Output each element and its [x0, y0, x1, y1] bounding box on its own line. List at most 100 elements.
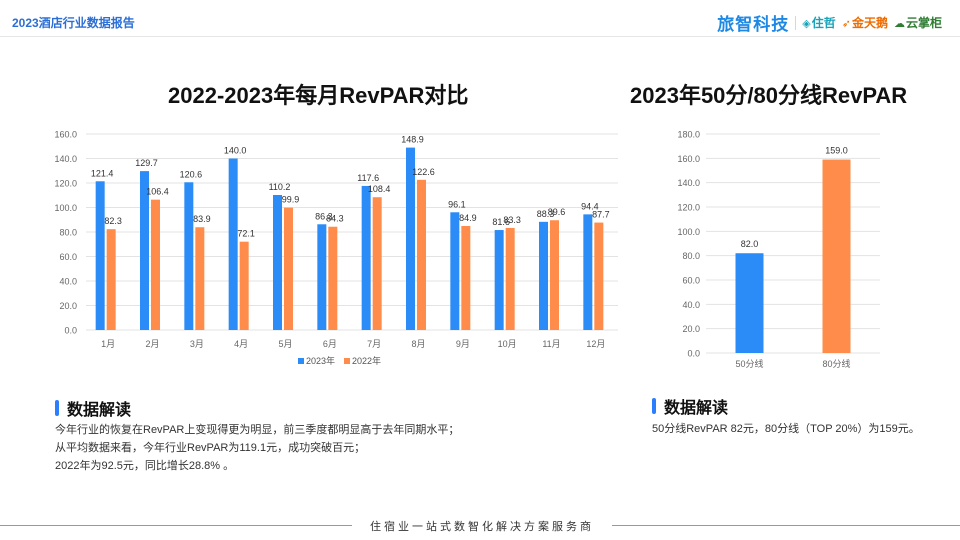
x-tick-label: 9月: [456, 339, 470, 349]
y-tick-label: 140.0: [677, 178, 700, 188]
brand-yunzhanggui-label: 云掌柜: [905, 16, 942, 30]
bar-2022: [328, 226, 338, 330]
y-tick-label: 80.0: [59, 228, 77, 238]
bar-2023: [184, 182, 194, 330]
left-interpretation-text: 今年行业的恢复在RevPAR上变现得更为明显，前三季度都明显高于去年同期水平； …: [55, 421, 459, 475]
x-tick-label: 10月: [498, 339, 517, 349]
x-tick-label: 80分线: [822, 358, 850, 369]
data-label-2022: 84.9: [459, 213, 477, 223]
cloud-logo-icon: ☁: [893, 18, 905, 30]
legend-label-2023: 2023年: [306, 355, 335, 366]
bar-2023: [583, 214, 593, 330]
bar-2022: [106, 229, 116, 330]
data-label-2023: 81.6: [492, 217, 510, 227]
x-tick-label: 6月: [323, 339, 337, 349]
data-label-2022: 108.4: [368, 184, 391, 194]
y-tick-label: 160.0: [54, 130, 77, 140]
data-label-2023: 110.2: [269, 182, 291, 192]
left-interpretation-heading: 数据解读: [55, 396, 131, 420]
x-tick-label: 4月: [234, 339, 248, 349]
bar-2022: [239, 241, 249, 330]
brand-lvzhi: 旅智科技: [717, 15, 790, 34]
legend-swatch-2023: [298, 358, 304, 364]
brand-jintiane-label: 金天鹅: [851, 16, 888, 30]
data-label-2023: 148.9: [401, 135, 424, 145]
bar-2023: [317, 224, 327, 330]
footer-rule-right: [612, 525, 960, 526]
brand-zhuzhe: ◈住哲: [802, 14, 835, 31]
report-title: 2023酒店行业数据报告: [12, 16, 135, 30]
legend-swatch-2022: [344, 358, 350, 364]
data-label-2023: 129.7: [135, 158, 158, 168]
bar-2023: [140, 171, 149, 330]
data-label-2022: 99.9: [282, 195, 300, 205]
bar-2022: [372, 197, 382, 330]
bar-80-line: [822, 159, 851, 353]
y-tick-label: 140.0: [54, 154, 77, 164]
right-interpretation-heading: 数据解读: [652, 394, 728, 418]
header-divider: [0, 36, 960, 37]
y-tick-label: 80.0: [682, 251, 700, 261]
heading-accent-bar: [652, 398, 656, 414]
y-tick-label: 180.0: [677, 130, 700, 140]
right-interpretation-text: 50分线RevPAR 82元，80分线（TOP 20%）为159元。: [652, 420, 920, 438]
y-tick-label: 120.0: [54, 179, 77, 189]
brand-divider: [795, 15, 797, 30]
y-tick-label: 160.0: [677, 154, 700, 164]
x-tick-label: 12月: [586, 339, 605, 349]
bar-2022: [505, 227, 515, 330]
data-label-2023: 121.4: [91, 168, 114, 178]
swan-logo-icon: ➶: [841, 18, 851, 30]
x-tick-label: 1月: [101, 339, 115, 349]
x-tick-label: 7月: [367, 339, 381, 349]
interp-line-2: 从平均数据来看，今年行业RevPAR为119.1元，成功突破百元；: [55, 442, 366, 454]
data-label-2023: 94.4: [581, 201, 599, 211]
bar-2023: [273, 195, 282, 330]
data-label-2022: 89.6: [548, 207, 566, 217]
data-label: 159.0: [825, 146, 848, 156]
data-label-2022: 83.3: [503, 215, 521, 225]
bar-2023: [361, 185, 371, 330]
interp-line-3: 2022年为92.5元，同比增长28.8% 。: [55, 460, 235, 472]
footer-slogan: 住宿业一站式数智化解决方案服务商: [370, 521, 594, 533]
y-tick-label: 60.0: [682, 276, 700, 286]
left-heading-label: 数据解读: [67, 402, 132, 419]
x-tick-label: 50分线: [735, 358, 763, 369]
legend-label-2022: 2022年: [352, 355, 381, 366]
data-label-2023: 88.3: [537, 209, 555, 219]
data-label-2022: 106.4: [146, 187, 169, 197]
y-tick-label: 100.0: [677, 227, 700, 237]
bar-2022: [195, 227, 205, 330]
y-tick-label: 0.0: [64, 326, 77, 336]
heading-accent-bar: [55, 400, 59, 416]
y-tick-label: 40.0: [682, 300, 700, 310]
brand-yunzhanggui: ☁云掌柜: [894, 14, 942, 31]
x-tick-label: 3月: [190, 339, 204, 349]
x-tick-label: 11月: [542, 339, 560, 349]
y-tick-label: 40.0: [59, 277, 77, 287]
footer-rule-left: [0, 525, 352, 526]
right-heading-label: 数据解读: [664, 400, 729, 417]
bar-2022: [461, 225, 471, 330]
data-label-2023: 120.6: [180, 169, 203, 179]
right-chart-title: 2023年50分/80分线RevPAR: [630, 83, 908, 108]
data-label-2022: 83.9: [193, 214, 211, 224]
interp-line-1: 50分线RevPAR 82元，80分线（TOP 20%）为159元。: [652, 423, 920, 435]
data-label-2022: 84.3: [326, 214, 344, 224]
zhuzhe-logo-icon: ◈: [802, 18, 811, 30]
bar-50-line: [735, 253, 764, 353]
data-label-2023: 86.3: [315, 211, 333, 221]
left-chart-title: 2022-2023年每月RevPAR对比: [168, 83, 469, 108]
data-label-2022: 122.6: [412, 167, 435, 177]
data-label-2022: 82.3: [104, 216, 122, 226]
x-tick-label: 2月: [145, 339, 159, 349]
bar-2022: [594, 222, 604, 330]
x-tick-label: 8月: [411, 339, 425, 349]
brand-zhuzhe-label: 住哲: [811, 16, 836, 30]
bar-2022: [550, 220, 559, 330]
y-tick-label: 120.0: [677, 203, 700, 213]
bar-2022: [151, 199, 160, 330]
data-label-2023: 140.0: [224, 146, 247, 156]
bar-2022: [284, 207, 293, 330]
